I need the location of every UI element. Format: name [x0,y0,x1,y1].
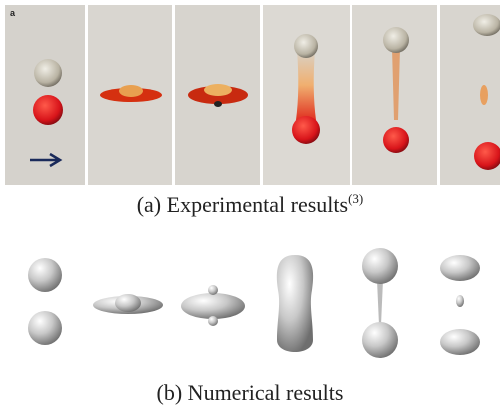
drop [377,280,383,325]
drop [383,27,409,53]
drop [181,293,245,319]
drop [383,127,409,153]
drop [362,248,398,284]
drop [440,329,480,355]
drop [28,311,62,345]
drop [480,85,488,105]
drop [292,116,320,144]
drop [277,255,313,352]
drop [115,294,141,312]
drop [28,258,62,292]
drop [214,101,222,107]
experimental-panels: a [5,5,500,185]
drop [440,255,480,281]
drop [456,295,464,307]
drop [34,59,62,87]
caption-text: (a) Experimental results [137,192,348,217]
drop [473,14,500,36]
drop [362,322,398,358]
figure: a (a) Experimental results(3) [0,0,500,414]
drop [208,316,218,326]
drop [208,285,218,295]
drop [294,34,318,58]
caption: (b) Numerical results [157,380,344,405]
numerical-panels [28,248,480,358]
caption: (a) Experimental results(3) [137,191,364,217]
reference: (3) [348,191,363,206]
drop [33,95,63,125]
drop [204,84,232,96]
drop [296,50,316,120]
photo-frame [5,5,85,185]
drop [119,85,143,97]
